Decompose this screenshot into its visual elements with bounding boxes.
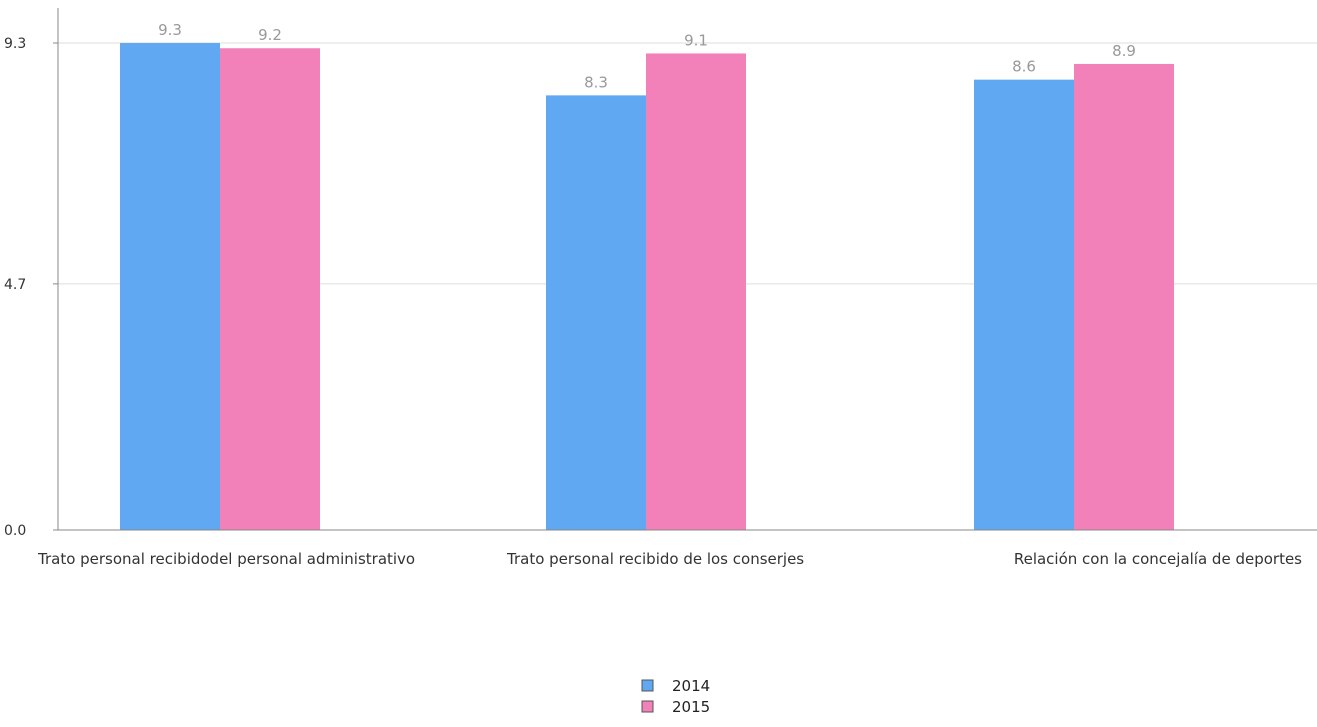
bar <box>1074 63 1174 531</box>
data-label: 8.6 <box>1012 58 1036 76</box>
axes <box>53 8 1317 531</box>
data-label: 9.3 <box>158 21 182 39</box>
bars <box>120 43 1174 531</box>
bar <box>974 79 1074 530</box>
bar <box>646 53 746 531</box>
legend-label: 2014 <box>672 677 710 695</box>
x-category-label: Trato personal recibidodel personal admi… <box>37 550 415 568</box>
legend-label: 2015 <box>672 698 710 716</box>
data-label: 9.2 <box>258 26 282 44</box>
legend: 2014 2015 <box>641 677 710 716</box>
bar <box>120 43 220 530</box>
x-category-label: Relación con la concejalía de deportes <box>1014 550 1302 568</box>
bar <box>546 95 646 530</box>
y-tick-label: 4.7 <box>4 277 26 293</box>
y-tick-label: 9.3 <box>4 36 26 52</box>
x-category-label: Trato personal recibido de los conserjes <box>506 550 804 568</box>
data-label: 9.1 <box>684 31 708 49</box>
y-tick-label: 0.0 <box>4 523 26 539</box>
legend-swatch <box>641 679 654 692</box>
bar <box>220 48 320 530</box>
labels: 0.0 4.7 9.3 9.3 8.3 8.6 9.2 9.1 8.9 Trato persona… <box>4 21 1302 568</box>
data-label: 8.3 <box>584 73 608 91</box>
legend-swatch <box>641 700 654 713</box>
data-label: 8.9 <box>1112 42 1136 60</box>
